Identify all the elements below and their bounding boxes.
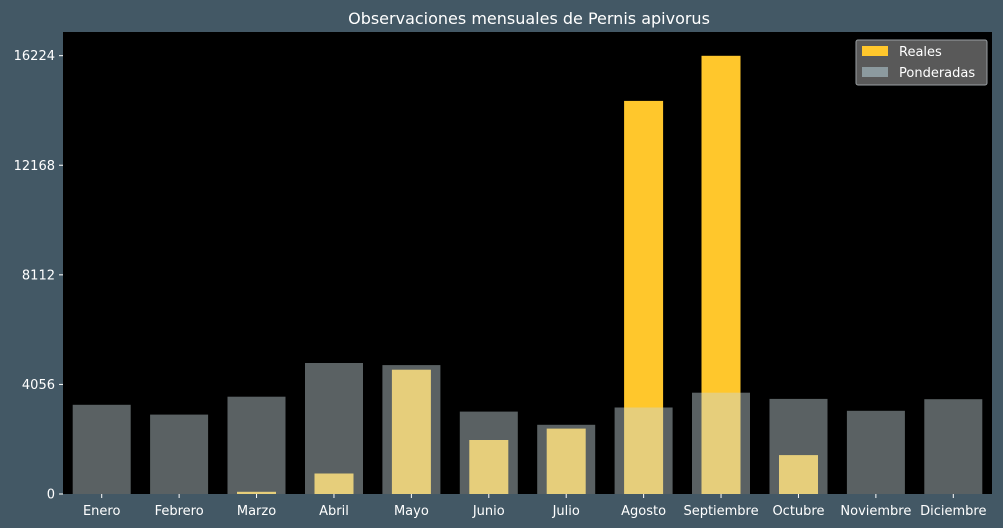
- bar-reales-octubre: [779, 455, 818, 494]
- bar-ponderadas-noviembre: [846, 410, 905, 494]
- legend-swatch-ponderadas: [862, 67, 888, 77]
- legend-swatch-reales: [862, 46, 888, 56]
- bar-reales-abril: [314, 473, 354, 494]
- bar-reales-mayo: [391, 369, 431, 494]
- bar-ponderadas-abril: [305, 363, 363, 494]
- y-tick-label-8112: 8112: [22, 268, 55, 283]
- bar-reales-marzo: [237, 491, 276, 494]
- y-tick-label-12168: 12168: [14, 159, 55, 174]
- legend-box: [855, 39, 988, 86]
- bar-reales-junio: [469, 440, 509, 494]
- bars-ponderadas: [72, 363, 983, 494]
- bar-ponderadas-junio: [459, 411, 518, 494]
- bar-ponderadas-septiembre: [692, 392, 750, 494]
- x-tick-label-enero: Enero: [83, 504, 121, 519]
- bar-reales-septiembre: [701, 55, 741, 495]
- x-tick-label-marzo: Marzo: [237, 504, 276, 519]
- bar-ponderadas-agosto: [614, 407, 673, 494]
- bar-reales-agosto: [624, 100, 664, 495]
- x-tick-label-junio: Junio: [472, 504, 505, 519]
- bar-reales-julio: [546, 428, 586, 494]
- legend-label-ponderadas: Ponderadas: [899, 66, 975, 81]
- bars-reales: [237, 55, 818, 495]
- x-tick-label-mayo: Mayo: [394, 504, 429, 519]
- y-tick-label-16224: 16224: [14, 49, 55, 64]
- y-tick-label-4056: 4056: [22, 378, 55, 393]
- bar-ponderadas-octubre: [769, 398, 828, 494]
- bar-ponderadas-marzo: [227, 396, 286, 494]
- y-axis: 0 4056 8112 12168 16224: [14, 49, 63, 503]
- bar-ponderadas-enero: [72, 404, 131, 494]
- x-tick-label-diciembre: Diciembre: [920, 504, 986, 519]
- legend: Reales Ponderadas: [855, 39, 988, 86]
- y-tick-label-0: 0: [47, 488, 55, 503]
- chart-title: Observaciones mensuales de Pernis apivor…: [348, 9, 710, 28]
- x-tick-label-abril: Abril: [319, 504, 349, 519]
- x-tick-label-octubre: Octubre: [772, 504, 824, 519]
- x-tick-label-septiembre: Septiembre: [683, 504, 758, 519]
- plot-area: [63, 32, 992, 494]
- x-axis: Enero Febrero Marzo Abril Mayo Junio Julio Agos…: [83, 494, 986, 519]
- x-tick-label-noviembre: Noviembre: [840, 504, 911, 519]
- bar-ponderadas-mayo: [382, 365, 441, 494]
- legend-label-reales: Reales: [899, 45, 942, 60]
- bar-ponderadas-febrero: [150, 414, 209, 494]
- x-tick-label-febrero: Febrero: [155, 504, 204, 519]
- x-tick-label-julio: Julio: [552, 504, 580, 519]
- bar-ponderadas-julio: [537, 424, 596, 494]
- x-tick-label-agosto: Agosto: [621, 504, 666, 519]
- bar-ponderadas-diciembre: [924, 399, 983, 494]
